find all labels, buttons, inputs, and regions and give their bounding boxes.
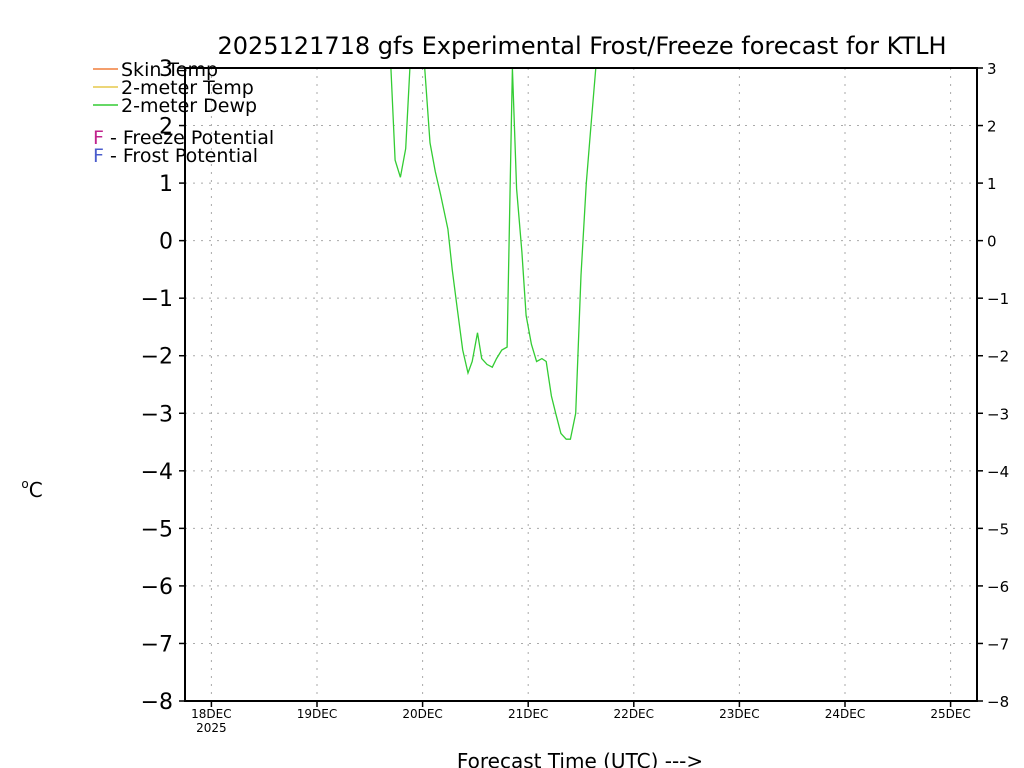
y-tick-label-left: −8 (141, 690, 173, 715)
plot-frame (184, 67, 978, 702)
series-line-2-meter-dewp (390, 68, 606, 440)
series-lines (390, 68, 606, 440)
x-tick-label: 21DEC (508, 707, 548, 721)
y-tick-label-right: −1 (987, 290, 1009, 308)
x-tick-label: 23DEC (719, 707, 759, 721)
y-tick-label-right: −7 (987, 635, 1009, 653)
x-tick-label: 18DEC (191, 707, 231, 721)
y-tick-label-right: −4 (987, 463, 1009, 481)
potential-legend-entry: F - Freeze Potential (93, 127, 274, 149)
x-tick-label: 19DEC (297, 707, 337, 721)
y-tick-label-left: −3 (141, 402, 173, 427)
grid-lines (185, 68, 977, 701)
y-axis-label-degree: o (21, 477, 28, 491)
y-tick-label-left: 2 (159, 115, 173, 140)
potential-legend-entry: F - Frost Potential (93, 145, 258, 167)
y-axis-label-unit: C (29, 478, 43, 502)
y-tick-label-right: −8 (987, 693, 1009, 711)
x-tick-label: 20DEC (402, 707, 442, 721)
x-tick-label: 25DEC (930, 707, 970, 721)
potential-letter: F (93, 127, 104, 149)
y-tick-label-left: −4 (141, 460, 173, 485)
y-tick-label-right: 2 (987, 118, 997, 136)
y-tick-label-left: −2 (141, 345, 173, 370)
x-axis-label: Forecast Time (UTC) ---> (457, 749, 703, 768)
y-tick-label-left: 1 (159, 172, 173, 197)
potential-label: - Frost Potential (104, 145, 258, 167)
legend-label: Skin Temp (121, 59, 218, 81)
y-tick-label-right: −2 (987, 348, 1009, 366)
y-axis-label: oC (21, 477, 42, 502)
y-tick-label-right: 3 (987, 60, 997, 78)
x-tick-label: 22DEC (614, 707, 654, 721)
y-tick-label-right: 1 (987, 175, 997, 193)
y-tick-label-right: −6 (987, 578, 1009, 596)
legend-label: 2-meter Temp (121, 77, 254, 99)
legend-label: 2-meter Dewp (121, 95, 257, 117)
y-tick-label-left: −1 (141, 287, 173, 312)
axis-ticks: 3 3 2 2 1 1 0 0 −1 −1 −2 −2 −3 −3 −4 −4 −5 −5 −6 −6 −7 −7 −8 −8… (141, 57, 1010, 735)
y-tick-label-right: −5 (987, 520, 1009, 538)
potential-letter: F (93, 145, 104, 167)
y-tick-label-right: 0 (987, 233, 997, 251)
y-tick-label-left: −7 (141, 632, 173, 657)
y-tick-label-right: −3 (987, 405, 1009, 423)
y-tick-label-left: −5 (141, 517, 173, 542)
potential-label: - Freeze Potential (104, 127, 274, 149)
y-tick-label-left: 0 (159, 230, 173, 255)
x-tick-label: 24DEC (825, 707, 865, 721)
chart-title: 2025121718 gfs Experimental Frost/Freeze… (217, 32, 946, 60)
y-tick-label-left: 3 (159, 57, 173, 82)
y-tick-label-left: −6 (141, 575, 173, 600)
x-tick-year-label: 2025 (196, 721, 227, 735)
